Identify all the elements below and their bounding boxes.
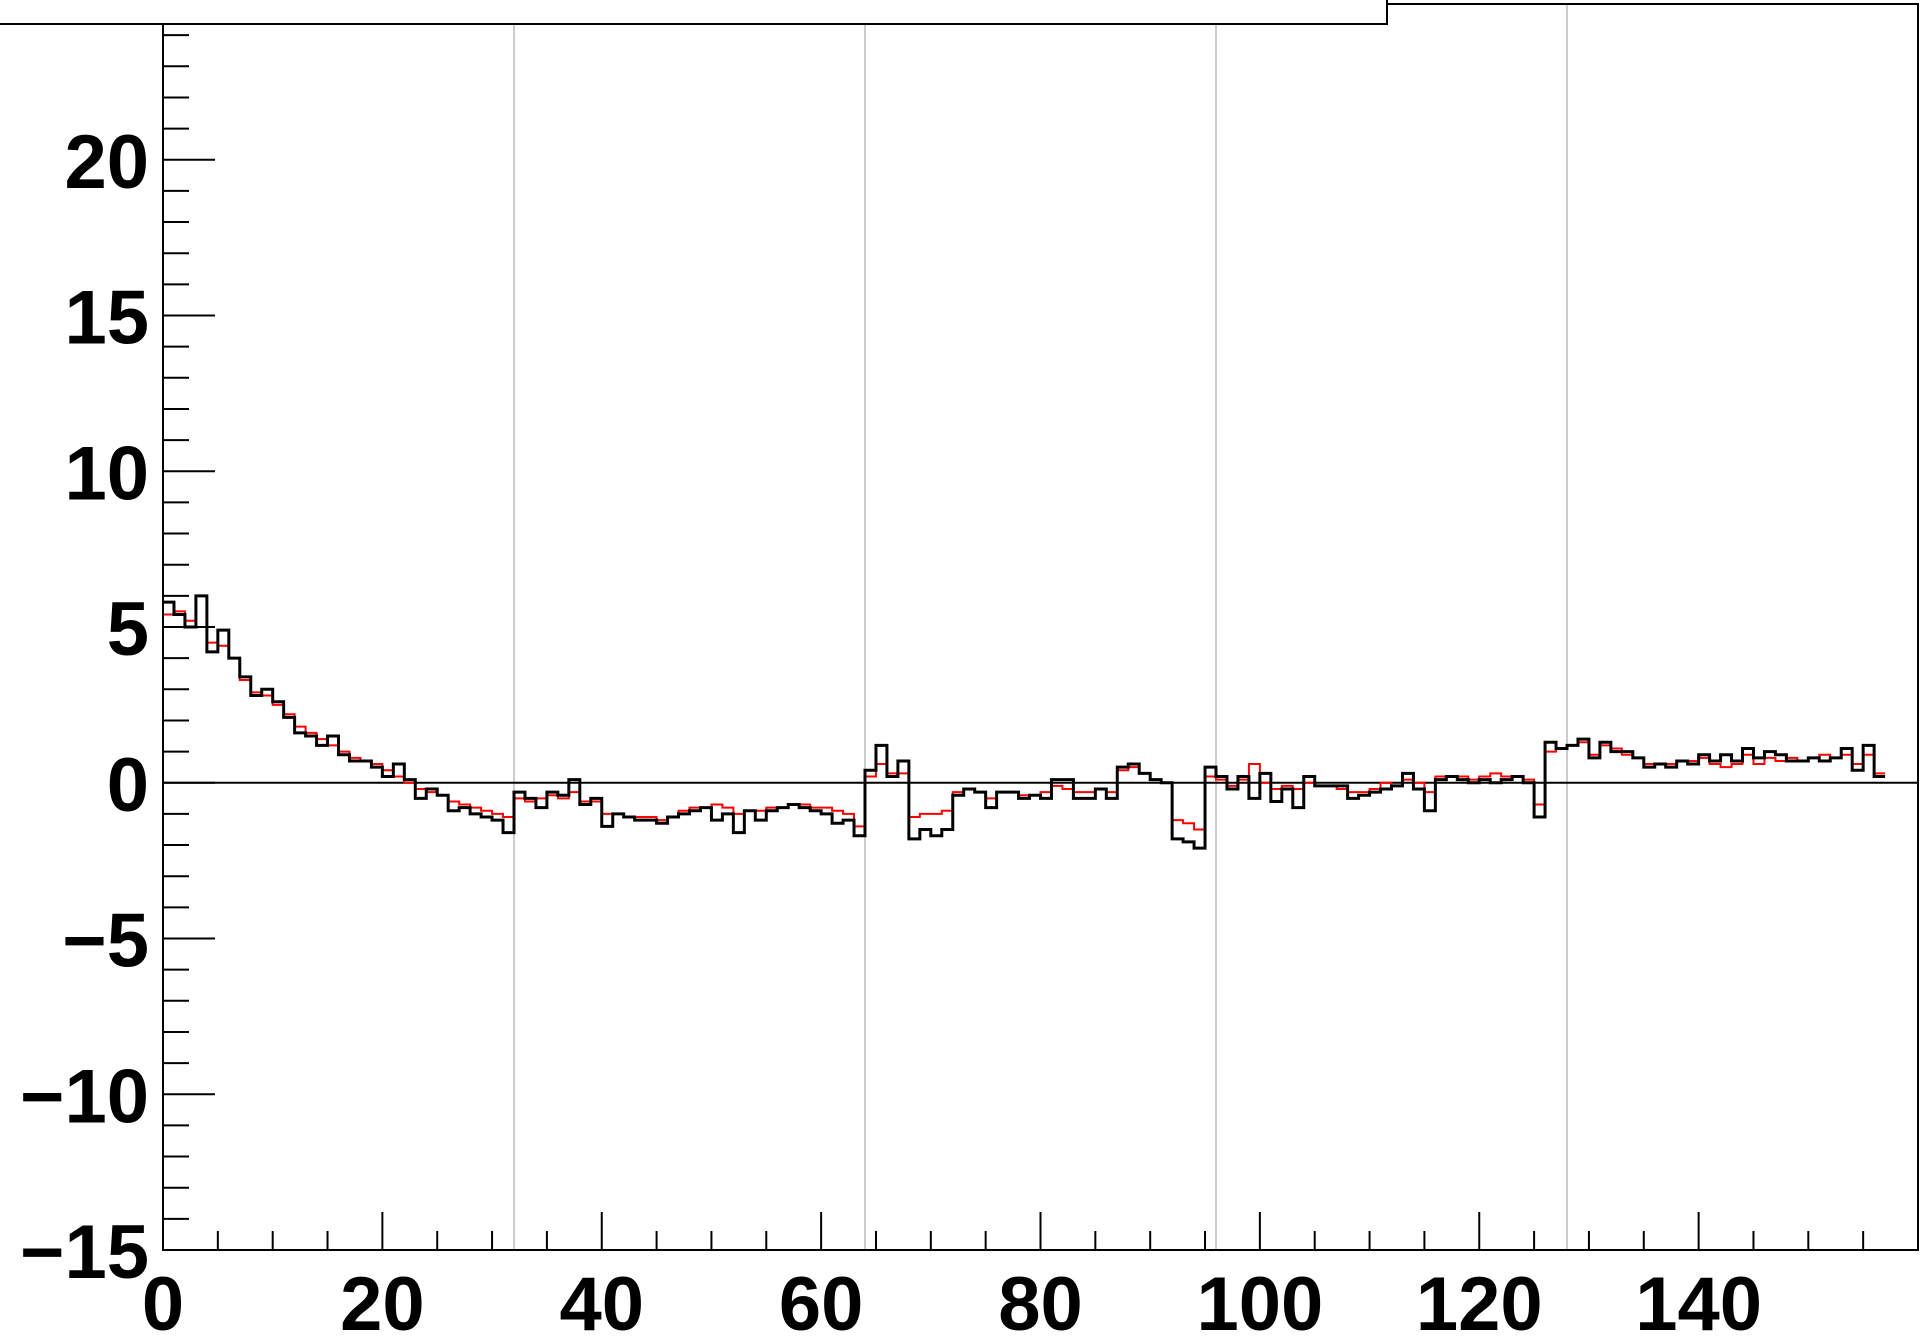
x-axis: 0 20 40 60 80 100 120 140: [142, 1212, 1919, 1340]
x-tick-label: 20: [340, 1262, 425, 1340]
x-tick-label: 120: [1416, 1262, 1543, 1340]
x-tick-label: 60: [779, 1262, 864, 1340]
x-tick-label: 100: [1196, 1262, 1323, 1340]
y-tick-label: −5: [62, 899, 149, 984]
y-tick-label: −10: [20, 1054, 149, 1139]
x-tick-label: 0: [142, 1262, 184, 1340]
y-axis: −15 −10 −5 0 5 10 15 20: [20, 3, 215, 1295]
legend-frame: [0, 0, 1388, 25]
x-tick-label: 40: [559, 1262, 644, 1340]
x-tick-label: 80: [998, 1262, 1083, 1340]
series-line-black: [163, 594, 1886, 850]
y-tick-label: 10: [64, 431, 149, 516]
vertical-gridlines: [513, 4, 1568, 1250]
y-tick-label: −15: [20, 1210, 149, 1295]
y-tick-label: 5: [107, 587, 149, 672]
x-tick-label: 140: [1635, 1262, 1762, 1340]
y-tick-label: 20: [64, 120, 149, 205]
y-tick-label: 0: [107, 743, 149, 828]
y-tick-label: 15: [64, 276, 149, 361]
legend-box: [0, 0, 1388, 25]
series-layer: [163, 594, 1886, 850]
